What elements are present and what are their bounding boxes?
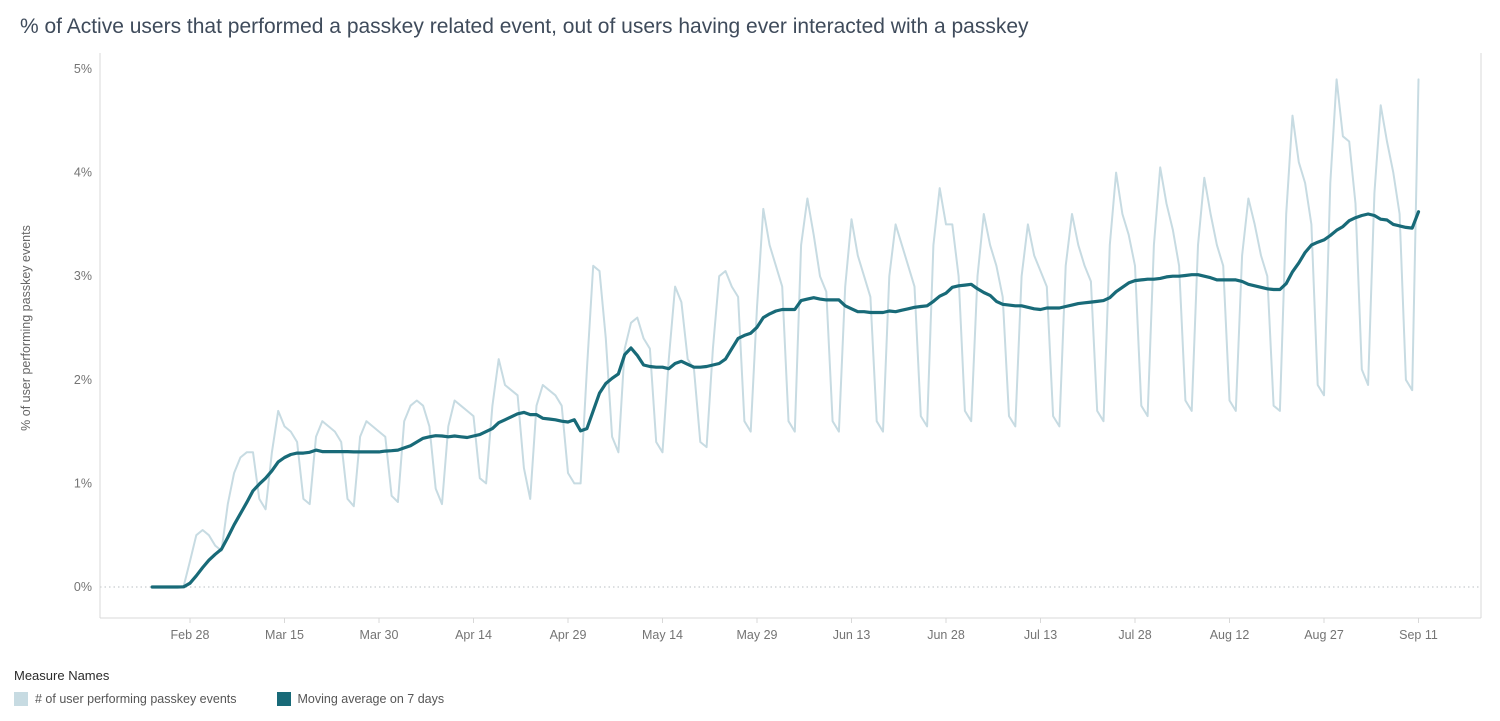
y-tick-label: 1%	[74, 476, 92, 490]
x-tick-label: Sep 11	[1399, 628, 1438, 642]
y-tick-label: 2%	[74, 373, 92, 387]
legend-item-daily: # of user performing passkey events	[14, 692, 237, 706]
passkey-chart-svg: Feb 28 Mar 15 Mar 30 Apr 14 Apr 29 May 14 May …	[19, 53, 1482, 642]
x-tick-label: Jun 13	[833, 628, 871, 642]
x-tick-label: Apr 29	[550, 628, 587, 642]
moving-average-label: Moving average on 7 days	[297, 692, 445, 706]
y-tick-label: 5%	[74, 62, 92, 76]
x-tick-label: Aug 27	[1304, 628, 1344, 642]
x-tick-label: May 29	[737, 628, 778, 642]
x-tick-label: Jun 28	[927, 628, 965, 642]
daily-series-swatch	[14, 692, 28, 706]
x-tick-label: Apr 14	[455, 628, 492, 642]
chart-area: Feb 28 Mar 15 Mar 30 Apr 14 Apr 29 May 14 May …	[0, 45, 1500, 658]
moving-average-line	[150, 210, 1421, 589]
x-tick-label: Feb 28	[171, 628, 210, 642]
x-tick-label: Mar 30	[360, 628, 399, 642]
x-tick-label: Jul 13	[1024, 628, 1057, 642]
y-tick-label: 0%	[74, 580, 92, 594]
y-tick-label: 4%	[74, 166, 92, 180]
x-tick-label: Mar 15	[265, 628, 304, 642]
x-tick-label: Aug 12	[1210, 628, 1250, 642]
legend-items: # of user performing passkey events Movi…	[14, 692, 1500, 706]
moving-average-swatch	[276, 692, 291, 706]
page-title: % of Active users that performed a passk…	[20, 15, 1029, 38]
legend: Measure Names # of user performing passk…	[0, 658, 1500, 706]
y-axis-title: % of user performing passkey events	[19, 225, 33, 431]
legend-item-moving-average: Moving average on 7 days	[276, 692, 445, 706]
daily-series-line	[151, 78, 1420, 588]
x-tick-label: May 14	[642, 628, 683, 642]
y-tick-label: 3%	[74, 269, 92, 283]
x-tick-label: Jul 28	[1118, 628, 1151, 642]
legend-title: Measure Names	[14, 668, 110, 683]
daily-series-label: # of user performing passkey events	[35, 692, 237, 706]
